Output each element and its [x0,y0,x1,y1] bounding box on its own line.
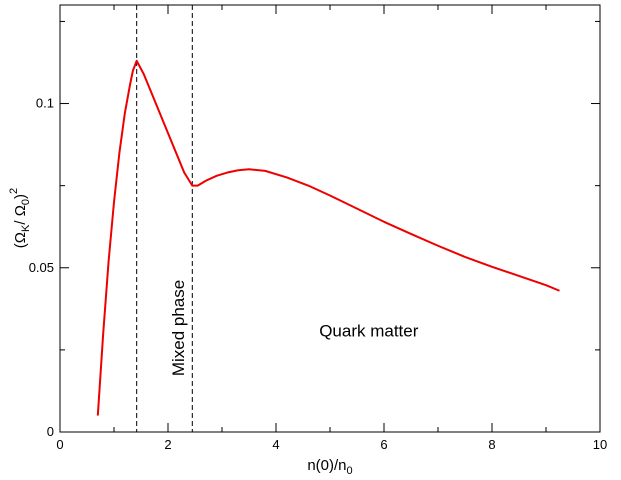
annotations: Mixed phase Quark matter [169,280,419,376]
x-tick-label: 8 [488,437,495,452]
phase-boundaries [136,5,193,432]
x-tick-label: 6 [380,437,387,452]
annotation-text: Mixed phase [169,280,188,376]
x-axis-label: n(0)/n0 [307,457,352,477]
annotation-text: Quark matter [319,322,419,341]
x-tick-label: 0 [56,437,63,452]
series-line [96,59,560,416]
ticks: 0 2 4 6 8 10 0 0.05 0.1 [29,5,607,452]
x-tick-label: 4 [272,437,279,452]
y-tick-label: 0.1 [36,96,54,111]
x-tick-label: 2 [164,437,171,452]
y-tick-label: 0.05 [29,260,54,275]
y-axis-label: (ΩK/ Ω0)2 [8,188,32,248]
series-layer [96,59,560,416]
x-tick-label: 10 [593,437,607,452]
y-tick-label: 0 [47,424,54,439]
